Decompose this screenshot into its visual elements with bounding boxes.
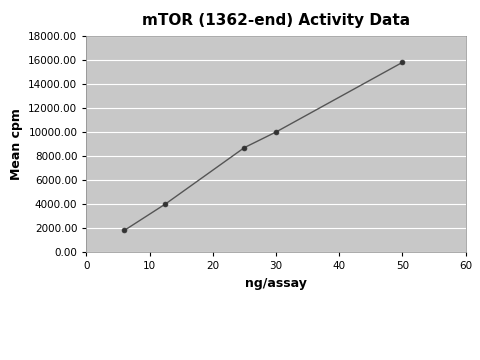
Title: mTOR (1362-end) Activity Data: mTOR (1362-end) Activity Data — [142, 13, 410, 28]
Y-axis label: Mean cpm: Mean cpm — [10, 108, 23, 180]
X-axis label: ng/assay: ng/assay — [245, 276, 307, 289]
